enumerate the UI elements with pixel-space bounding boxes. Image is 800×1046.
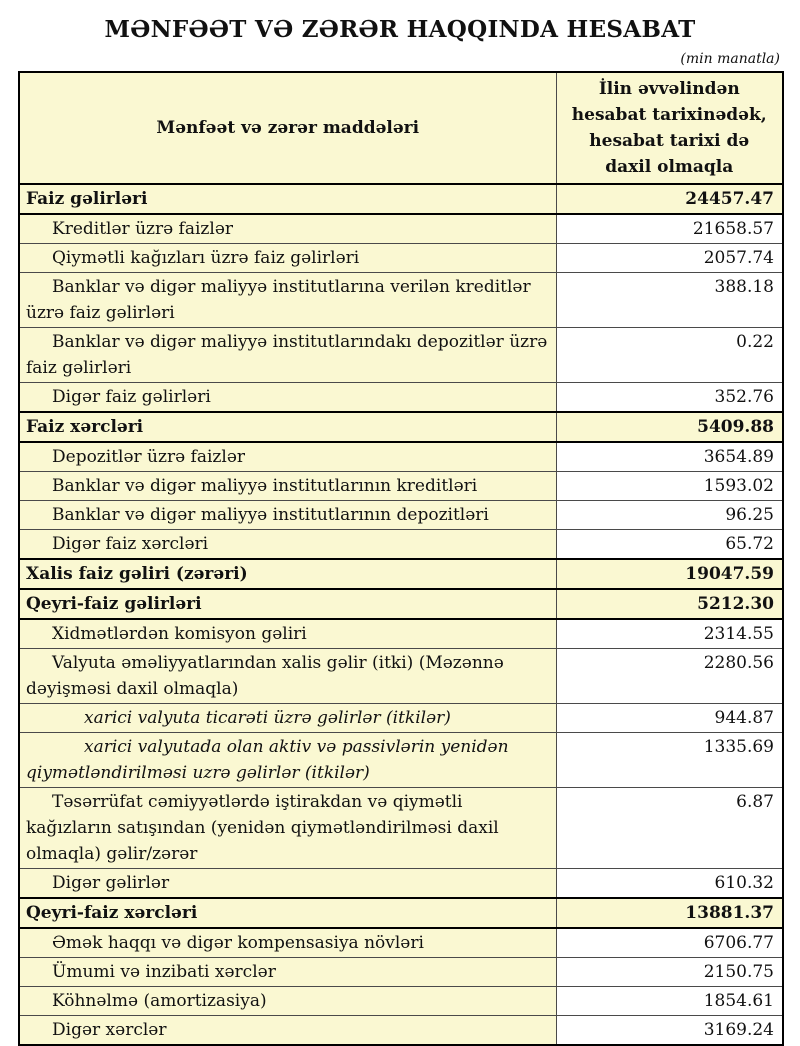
- row-value: 3169.24: [555, 1015, 784, 1046]
- row-label: Digər faiz xərcləri: [18, 529, 557, 560]
- table-row: Xalis faiz gəliri (zərəri) 19047.59: [18, 558, 784, 590]
- row-value: 96.25: [555, 500, 784, 530]
- row-label: Faiz xərcləri: [18, 411, 557, 443]
- row-label: Təsərrüfat cəmiyyətlərdə iştirakdan və q…: [18, 787, 557, 869]
- row-value: 1593.02: [555, 471, 784, 501]
- row-label: Qeyri-faiz gəlirləri: [18, 588, 557, 620]
- row-value: 13881.37: [555, 897, 784, 929]
- row-value: 2057.74: [555, 243, 784, 273]
- table-header-row: Mənfəət və zərər maddələri İlin əvvəlind…: [18, 71, 784, 185]
- unit-note: (min manatla): [680, 51, 780, 67]
- table-row: Digər xərclər 3169.24: [18, 1015, 784, 1046]
- table-row: Faiz xərcləri 5409.88: [18, 411, 784, 443]
- row-label: Valyuta əməliyyatlarından xalis gəlir (i…: [18, 648, 557, 704]
- table-row: Kreditlər üzrə faizlər 21658.57: [18, 213, 784, 244]
- row-label: Xalis faiz gəliri (zərəri): [18, 558, 557, 590]
- row-value: 2314.55: [555, 618, 784, 649]
- table-row: Faiz gəlirləri 24457.47: [18, 183, 784, 215]
- row-value: 1335.69: [555, 732, 784, 788]
- table-row: Köhnəlmə (amortizasiya) 1854.61: [18, 986, 784, 1016]
- row-value: 65.72: [555, 529, 784, 560]
- row-value: 5409.88: [555, 411, 784, 443]
- row-value: 1854.61: [555, 986, 784, 1016]
- row-value: 3654.89: [555, 441, 784, 472]
- table-row: Qeyri-faiz xərcləri 13881.37: [18, 897, 784, 929]
- page-title: MƏNFƏƏT VƏ ZƏRƏR HAQQINDA HESABAT: [104, 16, 696, 43]
- items-column-header: Mənfəət və zərər maddələri: [18, 71, 557, 185]
- value-column-header: İlin əvvəlindən hesabat tarixinədək, hes…: [555, 71, 784, 185]
- row-label: Xidmətlərdən komisyon gəliri: [18, 618, 557, 649]
- table-row: Banklar və digər maliyyə institutlarında…: [18, 327, 784, 383]
- row-value: 388.18: [555, 272, 784, 328]
- row-value: 5212.30: [555, 588, 784, 620]
- row-label: Depozitlər üzrə faizlər: [18, 441, 557, 472]
- table-row: xarici valyutada olan aktiv və passivlər…: [18, 732, 784, 788]
- row-value: 6706.77: [555, 927, 784, 958]
- row-label: Köhnəlmə (amortizasiya): [18, 986, 557, 1016]
- row-label: Digər xərclər: [18, 1015, 557, 1046]
- table-row: Əmək haqqı və digər kompensasiya növləri…: [18, 927, 784, 958]
- row-label: Qeyri-faiz xərcləri: [18, 897, 557, 929]
- table-row: Digər faiz xərcləri 65.72: [18, 529, 784, 560]
- row-label: Banklar və digər maliyyə institutlarında…: [18, 327, 557, 383]
- row-value: 19047.59: [555, 558, 784, 590]
- row-label: Banklar və digər maliyyə institutlarına …: [18, 272, 557, 328]
- table-row: Valyuta əməliyyatlarından xalis gəlir (i…: [18, 648, 784, 704]
- row-value: 610.32: [555, 868, 784, 899]
- row-label: Qiymətli kağızları üzrə faiz gəlirləri: [18, 243, 557, 273]
- table-row: Təsərrüfat cəmiyyətlərdə iştirakdan və q…: [18, 787, 784, 869]
- row-label: Əmək haqqı və digər kompensasiya növləri: [18, 927, 557, 958]
- profit-loss-table: Mənfəət və zərər maddələri İlin əvvəlind…: [18, 71, 784, 1046]
- row-label: Faiz gəlirləri: [18, 183, 557, 215]
- table-row: xarici valyuta ticarəti üzrə gəlirlər (i…: [18, 703, 784, 733]
- row-value: 2150.75: [555, 957, 784, 987]
- row-value: 24457.47: [555, 183, 784, 215]
- table-row: Ümumi və inzibati xərclər 2150.75: [18, 957, 784, 987]
- table-row: Qeyri-faiz gəlirləri 5212.30: [18, 588, 784, 620]
- table-body: Faiz gəlirləri 24457.47 Kreditlər üzrə f…: [18, 183, 784, 1046]
- table-row: Qiymətli kağızları üzrə faiz gəlirləri 2…: [18, 243, 784, 273]
- table-row: Banklar və digər maliyyə institutlarına …: [18, 272, 784, 328]
- row-value: 21658.57: [555, 213, 784, 244]
- row-value: 2280.56: [555, 648, 784, 704]
- row-label: Banklar və digər maliyyə institutlarının…: [18, 471, 557, 501]
- table-row: Xidmətlərdən komisyon gəliri 2314.55: [18, 618, 784, 649]
- table-row: Banklar və digər maliyyə institutlarının…: [18, 500, 784, 530]
- table-row: Banklar və digər maliyyə institutlarının…: [18, 471, 784, 501]
- row-label: Digər faiz gəlirləri: [18, 382, 557, 413]
- table-row: Digər faiz gəlirləri 352.76: [18, 382, 784, 413]
- row-value: 0.22: [555, 327, 784, 383]
- row-label: Ümumi və inzibati xərclər: [18, 957, 557, 987]
- row-value: 944.87: [555, 703, 784, 733]
- row-label: Digər gəlirlər: [18, 868, 557, 899]
- row-label: Kreditlər üzrə faizlər: [18, 213, 557, 244]
- table-row: Digər gəlirlər 610.32: [18, 868, 784, 899]
- row-value: 352.76: [555, 382, 784, 413]
- row-label: xarici valyutada olan aktiv və passivlər…: [18, 732, 557, 788]
- table-row: Depozitlər üzrə faizlər 3654.89: [18, 441, 784, 472]
- row-label: xarici valyuta ticarəti üzrə gəlirlər (i…: [18, 703, 557, 733]
- row-label: Banklar və digər maliyyə institutlarının…: [18, 500, 557, 530]
- row-value: 6.87: [555, 787, 784, 869]
